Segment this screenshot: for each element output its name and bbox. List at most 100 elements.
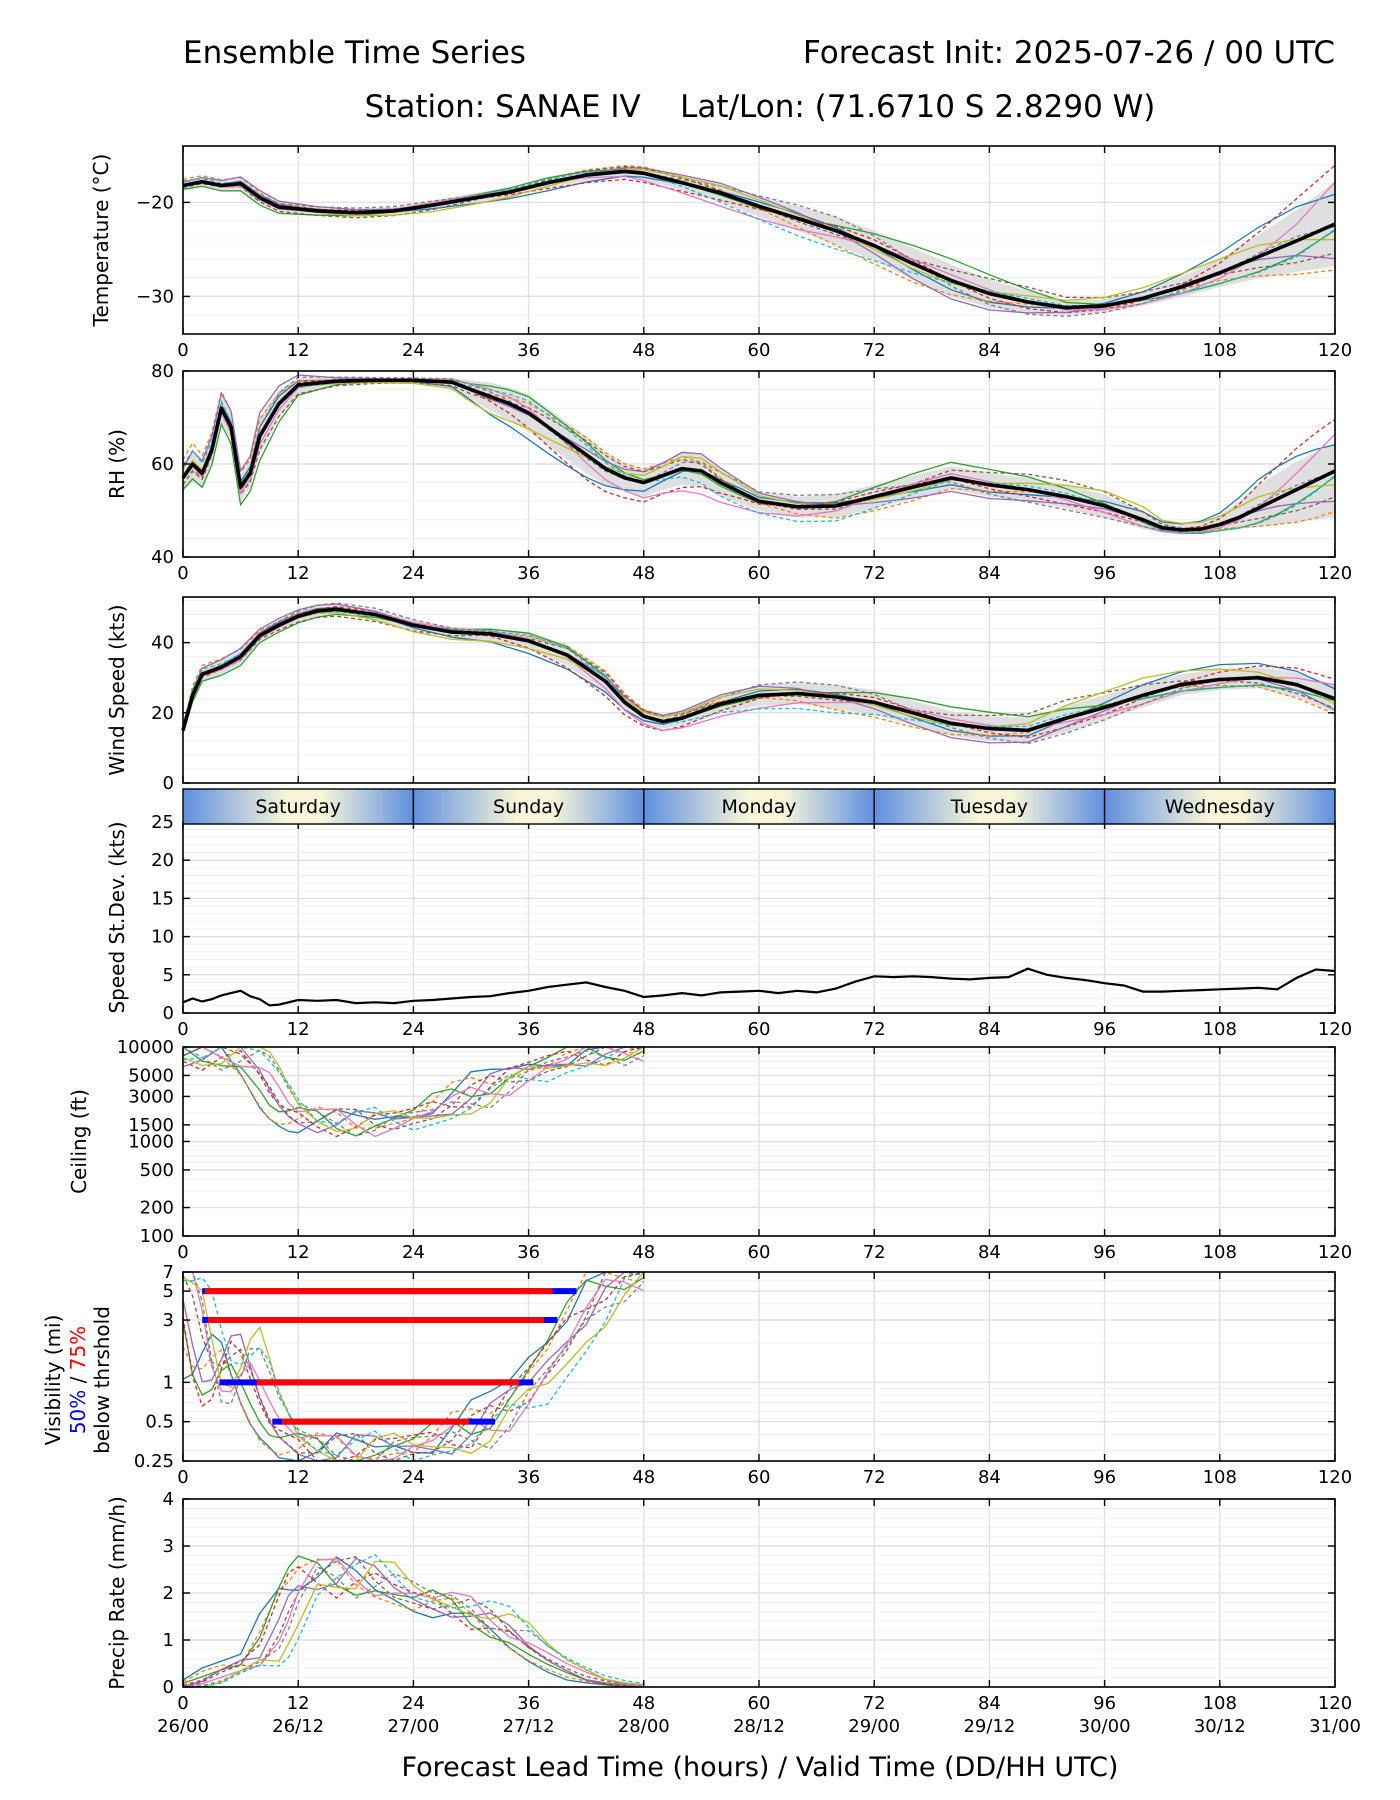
y-tick-label: 7 xyxy=(163,1262,174,1283)
x-tick-label: 60 xyxy=(748,1019,771,1040)
valid-time-label: 29/12 xyxy=(963,1716,1015,1737)
precip_rate-ylabel: Precip Rate (mm/h) xyxy=(105,1496,129,1690)
figure-header: Ensemble Time Series Forecast Init: 2025… xyxy=(183,35,1335,125)
x-tick-label: 24 xyxy=(402,1693,425,1714)
visibility-series xyxy=(182,1271,645,1462)
y-tick-label: 3 xyxy=(163,1310,174,1331)
y-tick-label: 20 xyxy=(151,703,174,724)
ceiling-member-line xyxy=(182,1046,644,1138)
speed_stdev-ylabel: Speed St.Dev. (kts) xyxy=(105,821,129,1013)
y-tick-label: 40 xyxy=(151,547,174,568)
x-tick-label: 84 xyxy=(978,340,1001,361)
x-tick-label: 12 xyxy=(287,340,310,361)
station-subtitle: Station: SANAE IV Lat/Lon: (71.6710 S 2.… xyxy=(365,89,1156,125)
y-tick-label: 5 xyxy=(163,965,174,986)
precip_rate-member-line xyxy=(183,1553,644,1688)
precip_rate-member-line xyxy=(182,1555,644,1688)
visibility-ylabel-line2: 50% / 75% xyxy=(66,1326,90,1434)
x-tick-label: 0 xyxy=(177,340,188,361)
visibility-ylabel-line1: Visibility (mi) xyxy=(41,1315,65,1446)
x-tick-label: 120 xyxy=(1318,563,1352,584)
wind_speed-series xyxy=(181,602,1336,745)
y-tick-label: 0 xyxy=(163,773,174,794)
panel-speed_stdev: 0 12 24 36 48 60 72 84 96 108 120 0 5 10 15 20 25 Speed S… xyxy=(105,812,1352,1040)
day-band-cell xyxy=(412,788,645,825)
panels: 0 12 24 36 48 60 72 84 96 108 120−30−20Temperature… xyxy=(67,145,1352,1714)
visibility-ylabel-line3: below thrshold xyxy=(90,1306,114,1454)
x-tick-label: 96 xyxy=(1093,1019,1116,1040)
y-tick-label: 0.25 xyxy=(134,1451,174,1472)
y-tick-label: 3 xyxy=(163,1536,174,1557)
precip_rate-member-line xyxy=(182,1558,644,1688)
temperature-spread-band xyxy=(183,165,1335,316)
precip_rate-member-line xyxy=(182,1556,644,1688)
ceiling-member-line xyxy=(182,1046,645,1137)
figure-title: Ensemble Time Series xyxy=(183,35,526,71)
precip_rate-grid xyxy=(182,1498,1336,1688)
y-tick-label: 20 xyxy=(151,850,174,871)
speed_stdev-series xyxy=(182,967,1336,1007)
rh-ensemble-mean xyxy=(181,378,1336,532)
x-tick-label: 0 xyxy=(177,1019,188,1040)
y-tick-label: 100 xyxy=(140,1226,174,1247)
day-band-label: Tuesday xyxy=(950,796,1028,818)
x-tick-label: 12 xyxy=(287,1019,310,1040)
day-band: Saturday Sunday Monday Tuesday Wednesday xyxy=(182,788,1336,825)
precip_rate-series xyxy=(182,1553,644,1688)
y-tick-label: 80 xyxy=(151,361,174,382)
ceiling-member-line xyxy=(183,1046,645,1138)
y-tick-label: 1 xyxy=(163,1630,174,1651)
x-tick-label: 84 xyxy=(978,1242,1001,1263)
x-tick-label: 0 xyxy=(177,563,188,584)
valid-time-label: 30/00 xyxy=(1079,1716,1131,1737)
x-tick-label: 108 xyxy=(1203,1242,1237,1263)
visibility-member-line xyxy=(182,1271,645,1462)
x-tick-label: 120 xyxy=(1318,340,1352,361)
valid-time-label: 29/00 xyxy=(848,1716,900,1737)
x-tick-label: 96 xyxy=(1093,1693,1116,1714)
ceiling-member-line xyxy=(182,1046,644,1131)
day-band-label: Saturday xyxy=(255,796,341,818)
forecast-init-label: Forecast Init: 2025-07-26 / 00 UTC xyxy=(803,35,1335,71)
x-tick-label: 60 xyxy=(748,340,771,361)
precip_rate-member-line xyxy=(182,1558,644,1688)
valid-time-label: 26/12 xyxy=(272,1716,324,1737)
panel-ceiling: 0 12 24 36 48 60 72 84 96 108 120 100 200 500 10001500… xyxy=(67,1037,1352,1263)
x-tick-label: 48 xyxy=(632,1019,655,1040)
ceiling-member-line xyxy=(182,1046,644,1134)
day-band-label: Wednesday xyxy=(1165,796,1275,818)
x-tick-label: 24 xyxy=(402,340,425,361)
ceiling-axes: 0 12 24 36 48 60 72 84 96 108 120 100 200 500 10001500… xyxy=(117,1037,1352,1263)
y-tick-label: 10000 xyxy=(117,1037,174,1058)
y-tick-label: 0 xyxy=(163,1677,174,1698)
day-band-label: Monday xyxy=(721,796,796,818)
x-tick-label: 12 xyxy=(287,1467,310,1488)
x-tick-label: 108 xyxy=(1203,563,1237,584)
x-tick-label: 72 xyxy=(863,1467,886,1488)
panel-visibility: 0 12 24 36 48 60 72 84 96 108 120 0.25 0.5 1 3 57 xyxy=(134,1262,1352,1488)
wind_speed-spread-band xyxy=(183,604,1335,743)
visibility-member-line xyxy=(183,1271,645,1462)
y-tick-label: 3000 xyxy=(128,1086,174,1107)
valid-time-label: 28/12 xyxy=(733,1716,785,1737)
y-tick-label: 1500 xyxy=(128,1115,174,1136)
x-tick-label: 12 xyxy=(287,1693,310,1714)
visibility-member-line xyxy=(182,1271,644,1462)
y-tick-label: 5 xyxy=(163,1281,174,1302)
y-tick-label: 4 xyxy=(163,1489,174,1510)
panel-temperature: 0 12 24 36 48 60 72 84 96 108 120 −30 −20 Temperature… xyxy=(89,145,1352,361)
x-tick-label: 96 xyxy=(1093,1242,1116,1263)
temperature-ensemble-mean xyxy=(182,169,1336,310)
x-tick-label: 96 xyxy=(1093,1467,1116,1488)
visibility-legend-slash: / xyxy=(66,1370,90,1389)
x-tick-label: 108 xyxy=(1203,340,1237,361)
y-tick-label: 25 xyxy=(151,812,174,833)
ceiling-member-line xyxy=(182,1046,645,1133)
x-tick-label: 36 xyxy=(517,340,540,361)
x-tick-label: 108 xyxy=(1203,1467,1237,1488)
valid-time-label: 30/12 xyxy=(1194,1716,1246,1737)
valid-time-labels: 26/00 26/12 27/00 27/12 28/00 28/12 29/00 29/12… xyxy=(157,1716,1361,1737)
panel-rh: 0 12 24 36 48 60 72 84 96 108 120 40 60 80 RH (%) xyxy=(105,361,1352,584)
valid-time-label: 26/00 xyxy=(157,1716,209,1737)
